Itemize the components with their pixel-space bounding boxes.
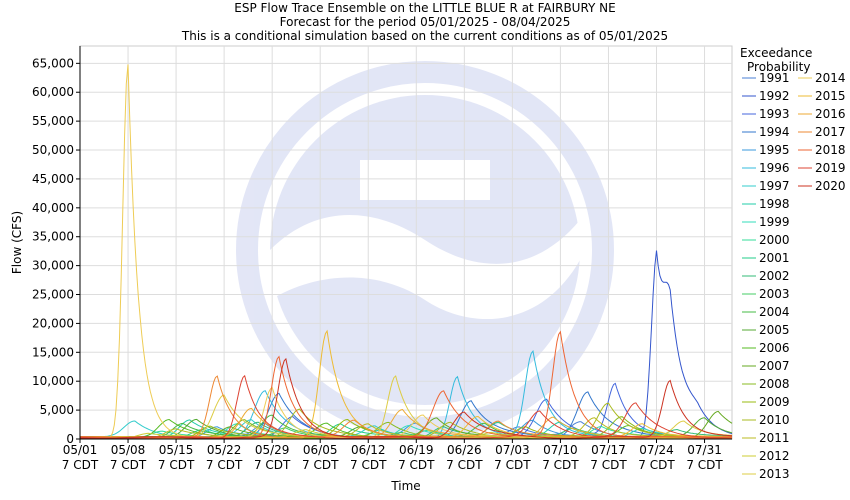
y-tick-label: 10,000 (32, 374, 74, 388)
legend-entry: 2006 (759, 341, 790, 355)
legend-entry: 2013 (759, 467, 790, 481)
legend-entry: 1995 (759, 143, 790, 157)
x-tick-label: 7 CDT (590, 458, 627, 472)
legend-entry: 1993 (759, 107, 790, 121)
x-tick-label: 07/17 (591, 443, 626, 457)
legend-entry: 2016 (815, 107, 846, 121)
x-tick-label: 05/15 (159, 443, 194, 457)
x-tick-label: 05/08 (111, 443, 146, 457)
x-tick-label: 7 CDT (398, 458, 435, 472)
x-tick-label: 07/31 (687, 443, 722, 457)
legend-entry: 2010 (759, 413, 790, 427)
legend-entry: 2004 (759, 305, 790, 319)
x-tick-label: 7 CDT (158, 458, 195, 472)
legend-entry: 2000 (759, 233, 790, 247)
legend-entry: 1999 (759, 215, 790, 229)
legend-entry: 2002 (759, 269, 790, 283)
chart-title-line: This is a conditional simulation based o… (181, 29, 668, 43)
x-tick-label: 06/05 (303, 443, 338, 457)
legend-entry: 2015 (815, 89, 846, 103)
x-tick-label: 06/26 (447, 443, 482, 457)
x-tick-label: 06/12 (351, 443, 386, 457)
legend-entry: 1996 (759, 161, 790, 175)
y-tick-label: 25,000 (32, 288, 74, 302)
legend-title: Exceedance (740, 46, 812, 60)
legend-entry: 2005 (759, 323, 790, 337)
x-tick-label: 7 CDT (542, 458, 579, 472)
y-tick-label: 15,000 (32, 345, 74, 359)
x-tick-label: 7 CDT (686, 458, 723, 472)
y-tick-label: 40,000 (32, 201, 74, 215)
legend-entry: 1998 (759, 197, 790, 211)
y-tick-label: 60,000 (32, 85, 74, 99)
legend-entry: 2007 (759, 359, 790, 373)
series-lines (79, 64, 733, 439)
legend-entry: 1997 (759, 179, 790, 193)
x-tick-label: 05/22 (207, 443, 242, 457)
y-tick-label: 0 (66, 432, 74, 446)
axes: 0 5,000 10,000 15,000 20,000 25,000 30,000 35,0… (10, 46, 732, 493)
x-tick-label: 7 CDT (206, 458, 243, 472)
x-tick-label: 06/19 (399, 443, 434, 457)
y-tick-label: 65,000 (32, 56, 74, 70)
y-tick-label: 5,000 (40, 403, 74, 417)
legend-entry: 2014 (815, 71, 846, 85)
x-tick-label: 7 CDT (638, 458, 675, 472)
legend-entry: 1994 (759, 125, 790, 139)
legend-entry: 2019 (815, 161, 846, 175)
series-line-2020 (79, 357, 733, 439)
x-axis-title: Time (390, 479, 420, 493)
x-tick-label: 05/29 (255, 443, 290, 457)
legend-entry: 1991 (759, 71, 790, 85)
x-tick-label: 7 CDT (350, 458, 387, 472)
y-tick-label: 30,000 (32, 259, 74, 273)
legend-entry: 2003 (759, 287, 790, 301)
x-tick-label: 7 CDT (110, 458, 147, 472)
legend-entry: 2017 (815, 125, 846, 139)
y-tick-label: 55,000 (32, 114, 74, 128)
x-tick-label: 07/03 (495, 443, 530, 457)
chart-title-line: Forecast for the period 05/01/2025 - 08/… (280, 15, 571, 29)
noaa-logo-watermark (236, 61, 614, 439)
legend-entry: 2001 (759, 251, 790, 265)
x-tick-label: 07/24 (639, 443, 674, 457)
x-tick-label: 7 CDT (254, 458, 291, 472)
y-tick-label: 35,000 (32, 230, 74, 244)
y-tick-label: 20,000 (32, 316, 74, 330)
legend-entry: 1992 (759, 89, 790, 103)
x-tick-label: 7 CDT (446, 458, 483, 472)
x-tick-label: 7 CDT (302, 458, 339, 472)
y-axis-title: Flow (CFS) (10, 211, 24, 274)
chart-title-line: ESP Flow Trace Ensemble on the LITTLE BL… (234, 1, 616, 15)
legend-entry: 2012 (759, 449, 790, 463)
legend-title: Probability (747, 60, 810, 74)
y-tick-label: 45,000 (32, 172, 74, 186)
legend-entry: 2009 (759, 395, 790, 409)
x-tick-label: 07/10 (543, 443, 578, 457)
x-tick-label: 05/01 (63, 443, 98, 457)
x-tick-label: 7 CDT (62, 458, 99, 472)
series-line-2011 (79, 417, 732, 439)
legend-entry: 2008 (759, 377, 790, 391)
legend-entry: 2020 (815, 179, 846, 193)
legend-entry: 2011 (759, 431, 790, 445)
chart-title: ESP Flow Trace Ensemble on the LITTLE BL… (181, 1, 668, 43)
y-tick-label: 50,000 (32, 143, 74, 157)
legend-entry: 2018 (815, 143, 846, 157)
x-tick-label: 7 CDT (494, 458, 531, 472)
